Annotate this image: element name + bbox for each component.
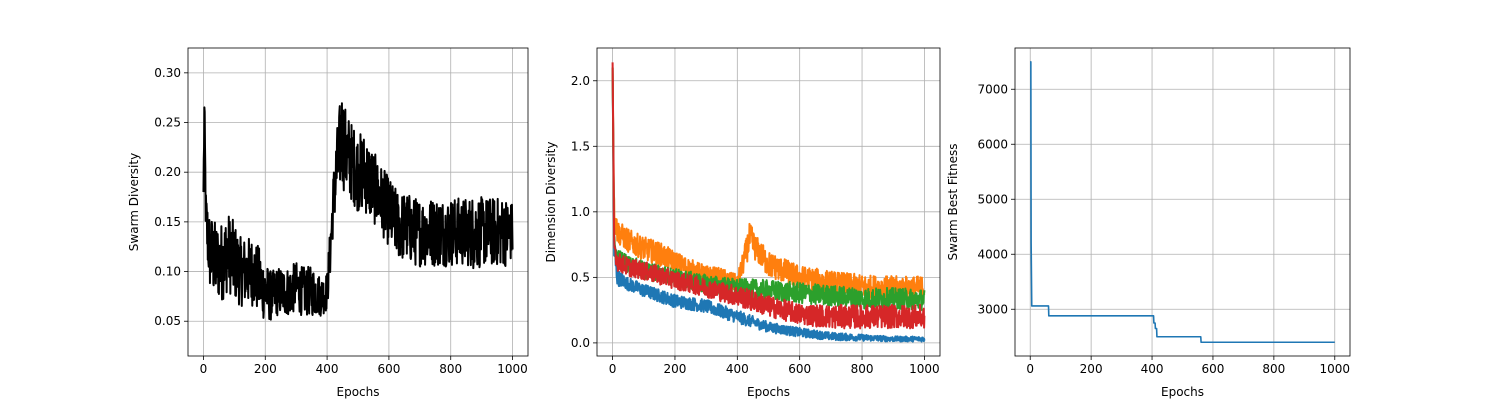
swarm-best-fitness-panel: 0 200 400 600 800 1000 3000 4000 5000 6000 7000 Ep…	[946, 47, 1351, 399]
y-tick-label: 3000	[977, 302, 1008, 316]
y-tick-label: 5000	[977, 192, 1008, 206]
x-tick-label: 800	[439, 362, 462, 376]
y-tick-label: 0.0	[571, 336, 590, 350]
series-line-0	[611, 67, 926, 343]
series-line-1	[611, 67, 926, 301]
x-tick-label: 400	[726, 362, 749, 376]
x-tick-label: 200	[1080, 362, 1103, 376]
y-tick-label: 0.10	[154, 265, 181, 279]
series-line-0	[202, 102, 514, 321]
axes-frame	[1014, 47, 1351, 357]
series-group	[611, 62, 926, 343]
y-tick-label: 1.5	[571, 139, 590, 153]
x-axis-label: Epochs	[337, 385, 380, 399]
x-tick-label: 1000	[1319, 362, 1350, 376]
series-line-3	[611, 62, 926, 330]
x-axis-label: Epochs	[1161, 385, 1204, 399]
x-tick-label: 200	[254, 362, 277, 376]
axes-frame	[596, 47, 941, 357]
series-group	[1030, 60, 1335, 344]
y-axis-label: Dimension Diversity	[544, 142, 558, 263]
ticks-group: 0 200 400 600 800 1000 0.0 0.5 1.0 1.5 2.0	[571, 74, 940, 376]
y-axis-label: Swarm Best Fitness	[946, 144, 960, 261]
x-tick-label: 800	[851, 362, 874, 376]
series-group	[202, 102, 514, 321]
y-tick-label: 1.0	[571, 205, 590, 219]
y-tick-label: 0.20	[154, 165, 181, 179]
ticks-group: 0 200 400 600 800 1000 0.05 0.10 0.15 0.20 0.25 0.3…	[154, 66, 528, 376]
x-tick-label: 0	[609, 362, 617, 376]
y-tick-label: 0.15	[154, 215, 181, 229]
x-tick-label: 800	[1262, 362, 1285, 376]
x-tick-label: 1000	[909, 362, 940, 376]
x-tick-label: 1000	[497, 362, 528, 376]
grid-lines	[1015, 48, 1350, 356]
y-tick-label: 0.25	[154, 116, 181, 130]
ticks-group: 0 200 400 600 800 1000 3000 4000 5000 6000 7000	[977, 82, 1350, 376]
x-tick-label: 0	[1026, 362, 1034, 376]
y-tick-label: 0.05	[154, 314, 181, 328]
axes-frame	[187, 47, 529, 357]
y-tick-label: 7000	[977, 82, 1008, 96]
x-tick-label: 400	[316, 362, 339, 376]
y-tick-label: 2.0	[571, 74, 590, 88]
series-line-0	[1030, 60, 1335, 344]
y-tick-label: 4000	[977, 247, 1008, 261]
x-tick-label: 600	[1202, 362, 1225, 376]
x-tick-label: 400	[1141, 362, 1164, 376]
y-axis-label: Swarm Diversity	[127, 153, 141, 251]
x-tick-label: 200	[664, 362, 687, 376]
y-tick-label: 6000	[977, 137, 1008, 151]
x-axis-label: Epochs	[747, 385, 790, 399]
grid-lines	[188, 48, 528, 356]
x-tick-label: 600	[788, 362, 811, 376]
y-tick-label: 0.30	[154, 66, 181, 80]
y-tick-label: 0.5	[571, 270, 590, 284]
x-tick-label: 0	[200, 362, 208, 376]
x-tick-label: 600	[377, 362, 400, 376]
swarm-diversity-panel: 0 200 400 600 800 1000 0.05 0.10 0.15 0.20 0.25 0.3…	[127, 47, 529, 399]
